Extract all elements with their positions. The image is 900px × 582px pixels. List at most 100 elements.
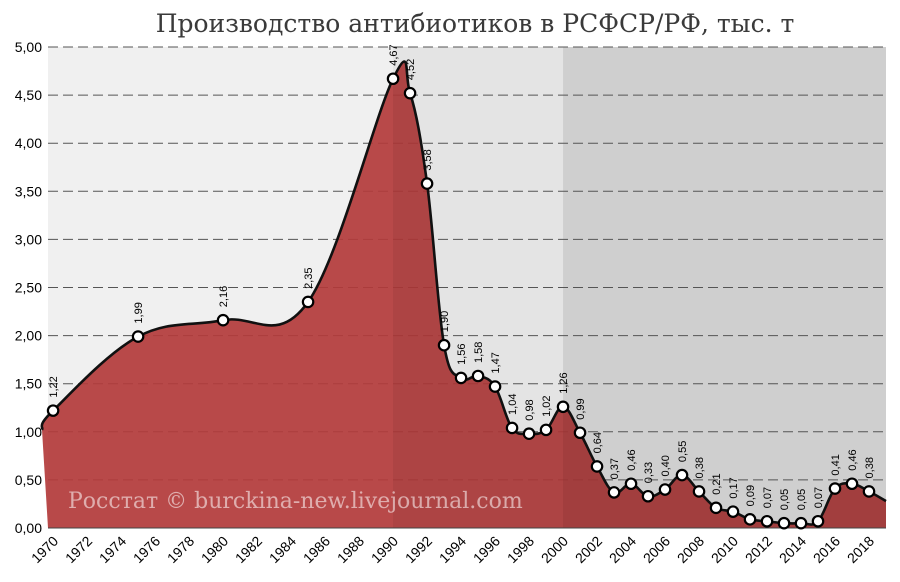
data-label: 0,05: [779, 489, 791, 510]
data-point: [811, 514, 825, 528]
data-point: [437, 338, 451, 352]
data-label: 0,17: [728, 477, 740, 498]
x-tick-label: 1980: [198, 533, 231, 566]
area-fill: [41, 61, 886, 528]
y-tick-label: 1,50: [15, 376, 42, 392]
x-tick-label: 2002: [572, 533, 605, 566]
data-label: 4,52: [405, 59, 417, 80]
x-tick-label: 1972: [62, 533, 95, 566]
data-label: 0,38: [694, 457, 706, 478]
data-label: 0,98: [524, 399, 536, 420]
data-point: [641, 489, 655, 503]
x-tick-label: 2012: [742, 533, 775, 566]
data-label: 0,40: [660, 455, 672, 476]
data-label: 0,07: [762, 487, 774, 508]
x-tick-label: 2010: [708, 533, 741, 566]
data-label: 1,02: [541, 395, 553, 416]
data-label: 1,26: [558, 372, 570, 393]
data-label: 1,99: [133, 302, 145, 323]
source-watermark: Росстат © burckina-new.livejournal.com: [68, 489, 523, 514]
data-point: [454, 371, 468, 385]
data-point: [692, 485, 706, 498]
data-label: 0,99: [575, 398, 587, 419]
y-tick-label: 3,50: [15, 183, 42, 199]
data-label: 0,55: [677, 441, 689, 462]
x-tick-label: 1978: [164, 533, 197, 566]
x-tick-label: 1990: [368, 533, 401, 566]
data-point: [573, 426, 587, 440]
data-point: [556, 400, 570, 414]
data-point: [743, 513, 757, 526]
y-tick-label: 5,00: [15, 39, 42, 55]
data-label: 0,09: [745, 485, 757, 506]
data-label: 1,22: [48, 376, 60, 397]
data-label: 1,58: [473, 342, 485, 363]
data-label: 4,67: [388, 44, 400, 65]
data-label: 1,04: [507, 394, 519, 415]
data-point: [46, 404, 60, 417]
y-tick-label: 3,00: [15, 231, 42, 247]
x-tick-label: 1974: [96, 533, 129, 566]
y-tick-label: 4,50: [15, 87, 42, 103]
data-point: [794, 516, 808, 530]
data-label: 1,47: [490, 352, 502, 373]
y-tick-label: 0,00: [15, 520, 42, 536]
data-label: 0,46: [626, 449, 638, 470]
data-point: [709, 501, 723, 515]
data-label: 1,56: [456, 344, 468, 365]
x-tick-label: 1970: [28, 533, 61, 566]
data-point: [624, 477, 638, 491]
data-point: [828, 482, 842, 495]
data-label: 0,64: [592, 432, 604, 453]
data-point: [862, 485, 876, 498]
data-label: 2,35: [303, 268, 315, 289]
x-tick-label: 2004: [606, 533, 639, 566]
data-point: [590, 460, 604, 473]
data-point: [471, 369, 485, 383]
data-label: 2,16: [218, 286, 230, 307]
data-point: [726, 505, 740, 518]
data-point: [216, 313, 230, 327]
y-tick-label: 4,00: [15, 135, 42, 151]
data-label: 0,38: [864, 457, 876, 478]
data-point: [607, 486, 621, 499]
data-point: [539, 423, 553, 437]
data-label: 0,46: [847, 449, 859, 470]
data-point: [505, 421, 519, 435]
x-tick-label: 2016: [810, 533, 843, 566]
data-point: [488, 380, 502, 393]
data-point: [522, 427, 536, 441]
data-point: [420, 177, 434, 190]
x-tick-label: 1996: [470, 533, 503, 566]
x-tick-label: 1986: [300, 533, 333, 566]
x-tick-label: 1992: [402, 533, 435, 566]
data-point: [658, 483, 672, 496]
y-tick-label: 2,00: [15, 328, 42, 344]
data-label: 0,33: [643, 462, 655, 483]
x-tick-label: 1982: [232, 533, 265, 566]
x-tick-label: 1976: [130, 533, 163, 566]
data-label: 0,07: [813, 487, 825, 508]
data-label: 0,41: [830, 454, 842, 475]
data-label: 0,37: [609, 458, 621, 479]
x-tick-label: 1994: [436, 533, 469, 566]
data-point: [403, 86, 417, 100]
y-tick-label: 2,50: [15, 280, 42, 296]
data-point: [845, 477, 859, 491]
data-point: [777, 516, 791, 530]
data-point: [675, 468, 689, 482]
chart-title: Производство антибиотиков в РСФСР/РФ, ты…: [156, 9, 795, 38]
x-tick-label: 1988: [334, 533, 367, 566]
data-point: [760, 514, 774, 528]
x-tick-label: 1998: [504, 533, 537, 566]
data-label: 0,21: [711, 473, 723, 494]
y-tick-label: 0,50: [15, 472, 42, 488]
data-point: [301, 295, 315, 309]
x-tick-label: 2000: [538, 533, 571, 566]
x-tick-label: 1984: [266, 533, 299, 566]
x-tick-label: 2018: [844, 533, 877, 566]
y-tick-label: 1,00: [15, 424, 42, 440]
x-tick-label: 2008: [674, 533, 707, 566]
